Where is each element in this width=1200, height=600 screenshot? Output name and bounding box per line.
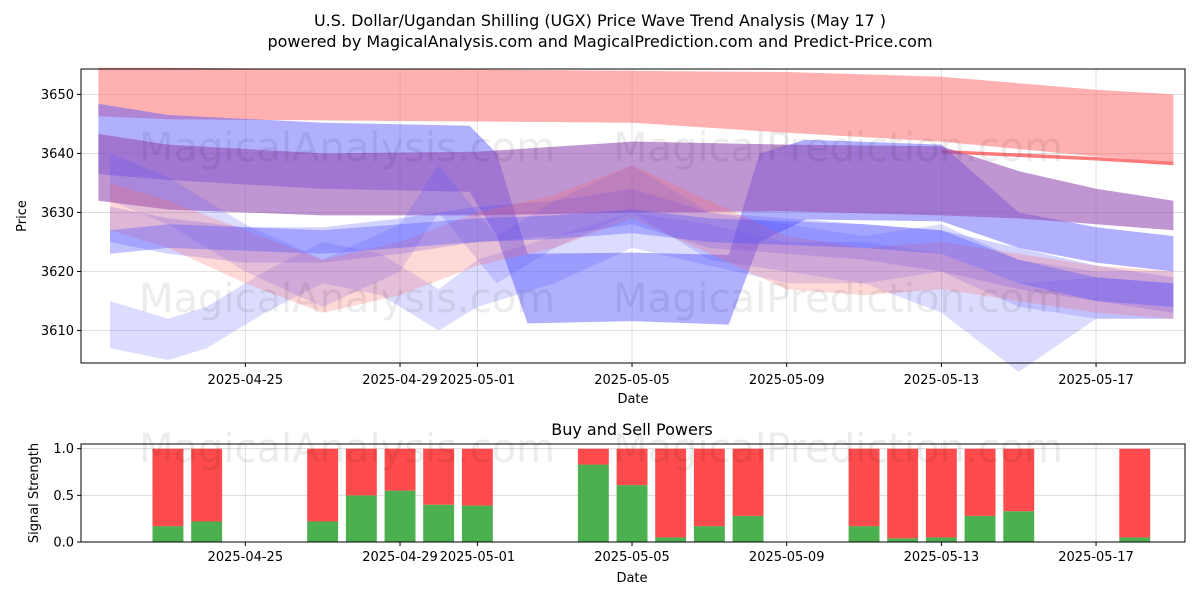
signal-plot-frame — [80, 443, 1186, 543]
price-band-blue-8 — [110, 209, 1174, 307]
price-band-red-7 — [110, 165, 1174, 319]
sell-bar — [848, 448, 880, 527]
sell-bar — [1119, 448, 1151, 538]
signal-x-tick-label: 2025-04-25 — [208, 550, 284, 565]
sell-bar — [345, 448, 377, 496]
watermark-right-top: MagicalPrediction.com — [613, 125, 1063, 171]
sell-bar — [1003, 448, 1035, 512]
price-x-tick-label: 2025-05-09 — [749, 373, 825, 388]
buy-bar — [423, 504, 455, 542]
price-x-tick-label: 2025-04-25 — [208, 373, 284, 388]
signal-x-tick-label: 2025-05-13 — [904, 550, 980, 565]
buy-bar — [307, 521, 339, 542]
sell-bar — [616, 448, 648, 486]
signal-x-ticks: 2025-04-25 2025-04-29 2025-05-01 2025-05-05… — [208, 542, 1134, 565]
sell-bar — [887, 448, 919, 539]
buy-bar — [152, 526, 184, 542]
buy-bar — [345, 495, 377, 542]
buy-bar — [655, 537, 687, 542]
signal-y-ticks: 0.0 0.5 1.0 — [53, 442, 81, 551]
price-bands — [98, 67, 1174, 372]
signal-bars — [152, 448, 1151, 542]
signal-y-label: Signal Strength — [27, 443, 42, 543]
sell-bar — [964, 448, 996, 516]
signal-y-tick-label: 0.5 — [53, 489, 74, 504]
sell-bar — [925, 448, 957, 538]
price-y-tick-label: 3610 — [41, 324, 74, 339]
buy-bar — [887, 538, 919, 542]
signal-y-tick-label: 0.0 — [53, 536, 74, 551]
buy-bar — [925, 537, 957, 542]
buy-bar — [693, 526, 725, 542]
buy-bar — [384, 490, 416, 542]
buy-bar — [732, 515, 764, 542]
price-x-tick-label: 2025-05-01 — [440, 373, 516, 388]
price-y-tick-label: 3630 — [41, 206, 74, 221]
price-y-tick-label: 3640 — [41, 147, 74, 162]
watermark-left-top: MagicalAnalysis.com — [139, 125, 555, 171]
price-x-tick-label: 2025-05-17 — [1058, 373, 1134, 388]
price-band-red-1 — [941, 149, 1174, 166]
price-band-blue-6 — [110, 153, 1174, 319]
buy-bar — [577, 464, 609, 542]
watermark-right-bottom: MagicalPrediction.com — [613, 426, 1063, 472]
signal-y-tick-label: 1.0 — [53, 442, 74, 457]
buy-bar — [1003, 511, 1035, 542]
price-band-blue-5 — [110, 212, 1174, 372]
buy-bar — [848, 526, 880, 542]
price-y-ticks: 3610 3620 3630 3640 3650 — [41, 88, 81, 339]
price-y-tick-label: 3650 — [41, 88, 74, 103]
buy-bar — [616, 485, 648, 542]
watermark-left-mid: MagicalAnalysis.com — [139, 276, 555, 322]
buy-bar — [461, 505, 493, 542]
buy-bar — [1119, 537, 1151, 542]
price-x-label: Date — [617, 392, 648, 407]
price-panel: MagicalAnalysis.com MagicalPrediction.co… — [15, 67, 1186, 407]
price-band-blue-4 — [110, 188, 1174, 313]
sell-bar — [577, 448, 609, 465]
price-x-tick-label: 2025-05-05 — [594, 373, 670, 388]
chart-title-line1: U.S. Dollar/Ugandan Shilling (UGX) Price… — [314, 11, 886, 30]
price-x-ticks: 2025-04-25 2025-04-29 2025-05-01 2025-05-05… — [208, 363, 1134, 388]
signal-x-label: Date — [616, 571, 647, 586]
sell-bar — [384, 448, 416, 491]
watermark-right-mid: MagicalPrediction.com — [613, 276, 1063, 322]
chart-title-line2: powered by MagicalAnalysis.com and Magic… — [267, 32, 932, 51]
price-y-tick-label: 3620 — [41, 265, 74, 280]
sell-bar — [732, 448, 764, 516]
price-band-purple-3 — [98, 133, 1174, 231]
sell-bar — [693, 448, 725, 527]
signal-x-tick-label: 2025-05-17 — [1058, 550, 1134, 565]
signal-title: Buy and Sell Powers — [551, 420, 713, 439]
watermark-left-bottom: MagicalAnalysis.com — [139, 426, 555, 472]
signal-x-tick-label: 2025-05-09 — [749, 550, 825, 565]
buy-bar — [964, 515, 996, 542]
sell-bar — [307, 448, 339, 522]
signal-x-tick-label: 2025-05-05 — [594, 550, 670, 565]
price-x-tick-label: 2025-04-29 — [362, 373, 438, 388]
price-band-red-0 — [98, 67, 1174, 163]
buy-bar — [191, 521, 223, 542]
sell-bar — [461, 448, 493, 506]
sell-bar — [152, 448, 184, 527]
sell-bar — [423, 448, 455, 505]
signal-x-tick-label: 2025-04-29 — [362, 550, 438, 565]
signal-x-tick-label: 2025-05-01 — [440, 550, 516, 565]
price-y-label: Price — [15, 200, 30, 232]
price-x-tick-label: 2025-05-13 — [904, 373, 980, 388]
price-plot-frame — [80, 68, 1186, 364]
sell-bar — [655, 448, 687, 538]
signal-panel: Buy and Sell Powers MagicalAnalysis.com … — [27, 420, 1186, 586]
sell-bar — [191, 448, 223, 522]
